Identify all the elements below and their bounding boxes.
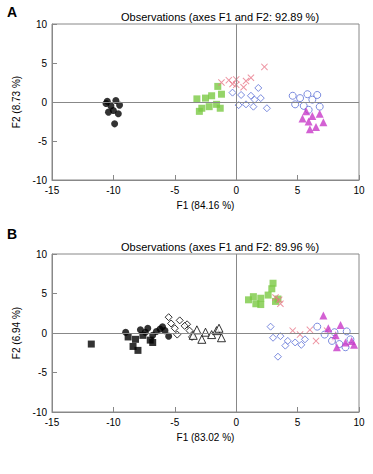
svg-text:F2 (6.94 %): F2 (6.94 %) bbox=[11, 307, 22, 359]
svg-text:0: 0 bbox=[41, 97, 47, 108]
svg-text:5: 5 bbox=[295, 185, 301, 196]
svg-text:10: 10 bbox=[353, 185, 365, 196]
svg-text:5: 5 bbox=[41, 288, 47, 299]
svg-text:A: A bbox=[7, 4, 17, 20]
svg-text:0: 0 bbox=[233, 185, 239, 196]
svg-text:-10: -10 bbox=[106, 185, 121, 196]
svg-text:-5: -5 bbox=[170, 417, 179, 428]
svg-text:-15: -15 bbox=[45, 185, 60, 196]
svg-text:B: B bbox=[7, 226, 17, 242]
svg-text:10: 10 bbox=[36, 19, 48, 30]
svg-text:Observations (axes F1 and F2:: Observations (axes F1 and F2: 89.96 %) bbox=[121, 241, 319, 253]
svg-text:5: 5 bbox=[295, 417, 301, 428]
svg-text:-5: -5 bbox=[38, 136, 47, 147]
svg-text:10: 10 bbox=[36, 249, 48, 260]
svg-text:-10: -10 bbox=[32, 174, 47, 186]
svg-text:0: 0 bbox=[41, 328, 47, 339]
svg-text:10: 10 bbox=[353, 417, 365, 428]
svg-text:-10: -10 bbox=[106, 417, 121, 428]
svg-text:5: 5 bbox=[41, 58, 47, 69]
svg-text:F1 (83.02 %): F1 (83.02 %) bbox=[177, 432, 235, 443]
svg-text:-5: -5 bbox=[170, 185, 179, 196]
svg-text:0: 0 bbox=[233, 417, 239, 428]
svg-text:-10: -10 bbox=[32, 406, 47, 418]
svg-text:-15: -15 bbox=[45, 417, 60, 428]
svg-text:-5: -5 bbox=[38, 367, 47, 378]
svg-text:F2 (8.73 %): F2 (8.73 %) bbox=[11, 76, 22, 128]
svg-text:F1 (84.16 %): F1 (84.16 %) bbox=[177, 200, 235, 211]
svg-text:Observations (axes F1 and F2:: Observations (axes F1 and F2: 92.89 %) bbox=[121, 11, 319, 23]
